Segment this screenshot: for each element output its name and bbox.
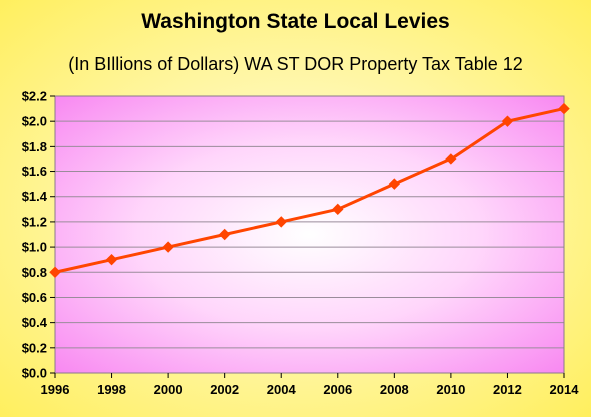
series-line	[54, 107, 565, 274]
y-tick-label: $0.6	[22, 290, 47, 305]
y-tick-label: $0.0	[22, 366, 47, 381]
x-tick-label: 2008	[380, 382, 409, 397]
data-point-marker	[332, 203, 344, 216]
x-tick-label: 1996	[41, 382, 70, 397]
y-tick-label: $0.8	[22, 265, 47, 280]
y-tick-label: $1.4	[22, 189, 48, 204]
chart-title: Washington State Local Levies	[141, 10, 450, 33]
data-point-marker	[162, 241, 174, 253]
x-tick-label: 2012	[493, 382, 522, 397]
x-tick-label: 2014	[550, 382, 580, 397]
plot-background	[55, 96, 564, 373]
data-point-marker	[49, 266, 61, 278]
y-tick-label: $1.0	[22, 240, 47, 255]
data-point-marker	[501, 115, 514, 127]
data-point-marker	[218, 228, 231, 241]
data-point-marker	[558, 102, 570, 115]
chart-subtitle: (In BIllions of Dollars) WA ST DOR Prope…	[68, 54, 523, 74]
y-tick-label: $1.2	[22, 214, 47, 229]
x-tick-label: 2004	[267, 382, 297, 397]
data-point-marker	[275, 216, 287, 228]
y-tick-label: $2.2	[22, 89, 47, 104]
plot-border	[54, 95, 565, 374]
data-point-marker	[388, 178, 401, 190]
x-tick-label: 2010	[436, 382, 465, 397]
x-tick-label: 2002	[210, 382, 239, 397]
x-tick-label: 2000	[154, 382, 183, 397]
y-tick-label: $0.4	[22, 315, 48, 330]
axes	[54, 95, 565, 374]
x-tick-label: 2006	[323, 382, 352, 397]
x-tick-label: 1998	[97, 382, 126, 397]
data-point-marker	[105, 253, 118, 266]
y-tick-label: $1.8	[22, 139, 47, 154]
y-axis-ticks: $0.0 $0.2 $0.4 $0.6 $0.8 $1.0 $1.2 $1.4 $1.6 $1.8…	[22, 89, 55, 381]
y-tick-label: $2.0	[22, 114, 47, 129]
series	[49, 102, 570, 278]
x-axis-ticks: 1996 1998 2000 2002 2004 2006 2008 2010 2012 2014	[41, 373, 580, 397]
y-tick-label: $0.2	[22, 340, 47, 355]
data-point-marker	[445, 153, 457, 165]
y-tick-label: $1.6	[22, 164, 47, 179]
